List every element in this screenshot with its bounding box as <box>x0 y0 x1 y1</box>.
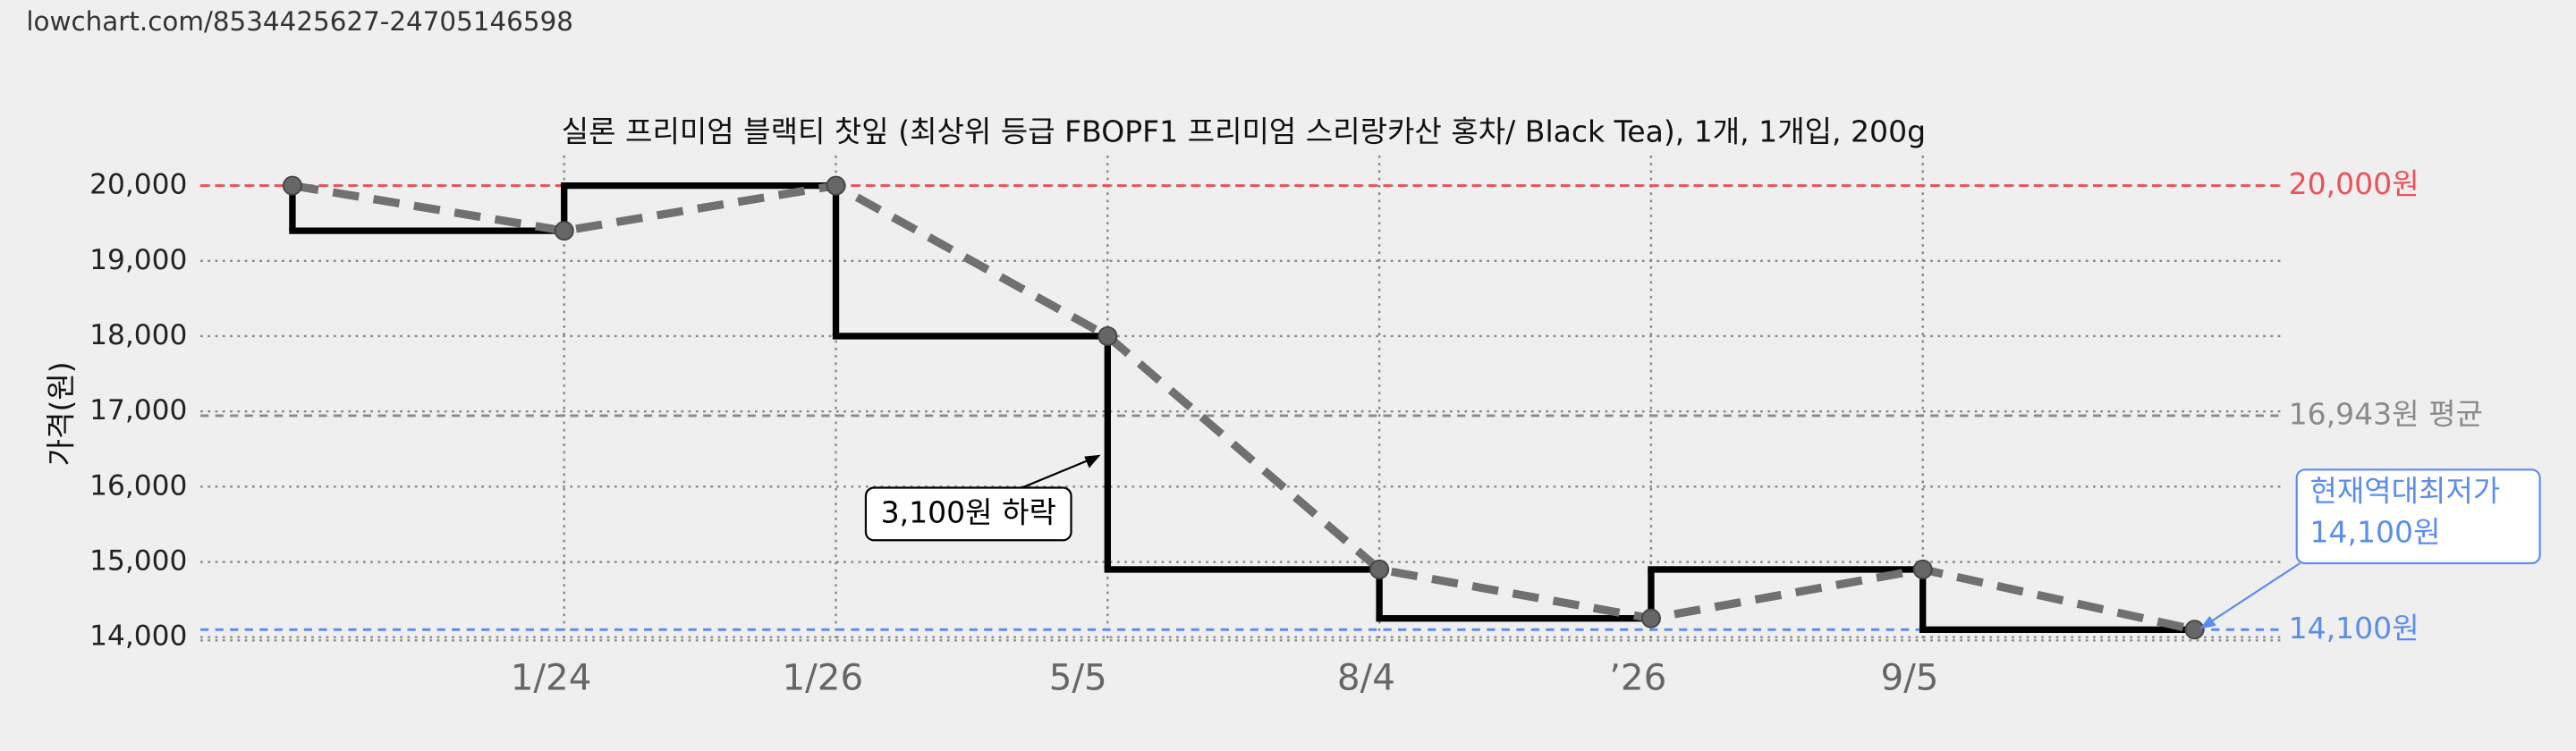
y-tick-label: 20,000 <box>89 169 187 201</box>
price-line <box>292 181 2196 634</box>
price-point <box>1097 325 1118 346</box>
price-point <box>826 175 846 196</box>
price-point <box>1640 608 1661 629</box>
reference-label: 20,000원 <box>2289 166 2419 201</box>
price-point <box>1369 559 1390 579</box>
price-point <box>1912 559 1933 579</box>
y-tick-label: 16,000 <box>89 469 187 502</box>
callout-text: 현재역대최저가 <box>2309 474 2500 509</box>
reference-label: 16,943원 평균 <box>2289 396 2483 431</box>
annotation-text: 3,100원 하락 <box>881 494 1056 529</box>
price-point <box>554 221 574 241</box>
chart-title: 실론 프리미엄 블랙티 찻잎 (최상위 등급 FBOPF1 프리미엄 스리랑카산… <box>562 114 1926 148</box>
y-tick-label: 15,000 <box>89 545 187 578</box>
y-tick-label: 14,000 <box>89 620 187 653</box>
page-url: lowchart.com/8534425627-24705146598 <box>26 6 573 37</box>
x-tick-label: 5/5 <box>1049 655 1107 698</box>
y-axis-label: 가격(원) <box>43 361 78 466</box>
callout-text: 14,100원 <box>2309 514 2440 549</box>
y-tick-label: 19,000 <box>89 244 187 276</box>
x-tick-label: 1/26 <box>782 655 863 698</box>
x-tick-label: 8/4 <box>1337 655 1395 698</box>
price-point <box>282 175 302 196</box>
x-tick-label: 1/24 <box>511 655 592 698</box>
y-tick-label: 17,000 <box>89 394 187 426</box>
x-tick-label: 9/5 <box>1881 655 1939 698</box>
x-tick-label: ’26 <box>1609 655 1666 698</box>
annotation-box <box>864 486 1072 542</box>
reference-label: 14,100원 <box>2289 611 2419 646</box>
callout-box <box>2295 468 2541 565</box>
annotation-arrowhead <box>1084 454 1101 468</box>
y-tick-label: 18,000 <box>89 319 187 351</box>
callout-arrow <box>2204 562 2301 627</box>
annotation-arrow <box>1021 455 1098 489</box>
price-point <box>2184 620 2205 640</box>
callout-arrowhead <box>2199 615 2216 629</box>
step-line <box>289 181 2199 633</box>
